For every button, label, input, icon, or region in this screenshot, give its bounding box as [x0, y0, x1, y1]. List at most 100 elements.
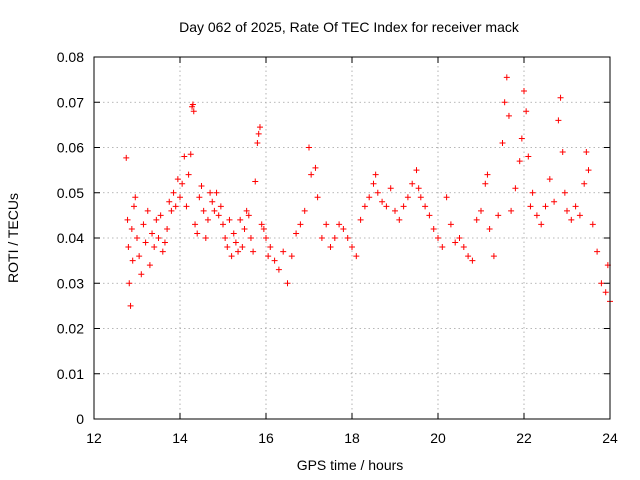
y-tick-label: 0.05: [57, 185, 84, 201]
data-point: [422, 203, 429, 210]
data-point: [555, 117, 562, 124]
data-point: [164, 225, 171, 232]
data-point: [202, 235, 209, 241]
data-point: [527, 203, 534, 210]
data-point: [245, 212, 252, 219]
data-point: [172, 203, 179, 210]
data-point: [409, 180, 416, 187]
data-point: [124, 216, 131, 223]
data-point: [237, 216, 244, 223]
data-point: [585, 167, 592, 174]
data-point: [226, 216, 233, 223]
data-point: [473, 216, 480, 223]
data-point: [129, 257, 136, 264]
data-point: [209, 198, 216, 205]
data-point: [439, 244, 446, 251]
data-point: [230, 230, 237, 237]
data-point: [155, 235, 162, 241]
data-point: [542, 203, 549, 210]
data-point: [288, 253, 295, 260]
data-point: [128, 225, 135, 232]
data-point: [452, 239, 459, 246]
data-point: [293, 230, 300, 237]
data-point: [589, 221, 596, 228]
x-axis-ticks: 12 14 16 18 20 22 24: [86, 57, 618, 446]
y-tick-label: 0.06: [57, 140, 84, 156]
x-axis-label: GPS time / hours: [297, 457, 404, 473]
data-point: [179, 180, 186, 187]
data-point: [327, 244, 334, 251]
data-point: [220, 221, 226, 228]
x-tick-label: 20: [430, 430, 446, 446]
data-point: [340, 225, 347, 232]
data-point: [564, 207, 570, 214]
data-point: [484, 171, 491, 178]
data-point: [284, 280, 291, 287]
data-point: [185, 171, 192, 178]
data-point: [149, 230, 156, 237]
data-point: [426, 212, 433, 219]
data-point: [260, 225, 267, 232]
data-point: [174, 176, 181, 183]
data-point: [602, 289, 609, 296]
data-point: [243, 207, 250, 214]
data-point: [559, 149, 566, 156]
data-point: [572, 203, 579, 210]
y-axis-ticks: 0 0.01 0.02 0.03 0.04 0.05 0.06 0.07 0.08: [57, 49, 610, 427]
grid-lines: [94, 57, 610, 419]
data-point: [413, 167, 420, 174]
y-tick-label: 0.08: [57, 49, 84, 65]
data-point: [478, 207, 484, 214]
data-point: [331, 235, 338, 241]
data-point: [190, 108, 197, 115]
data-point: [370, 180, 377, 187]
y-tick-label: 0.04: [57, 230, 84, 246]
data-point: [447, 221, 454, 228]
data-point: [533, 212, 540, 219]
data-point: [460, 244, 467, 251]
y-tick-label: 0.02: [57, 321, 84, 337]
x-tick-label: 14: [172, 430, 188, 446]
data-point: [443, 194, 450, 201]
data-point: [228, 253, 235, 260]
data-point: [505, 112, 512, 119]
data-point: [263, 235, 269, 241]
data-point: [417, 194, 424, 201]
data-point: [546, 176, 553, 183]
data-point: [349, 244, 355, 251]
data-point: [490, 253, 497, 260]
data-point: [430, 225, 437, 232]
data-point: [144, 207, 151, 214]
data-point: [275, 266, 282, 273]
data-point: [318, 235, 325, 241]
data-point: [198, 182, 205, 189]
data-point: [200, 207, 207, 214]
y-tick-label: 0.03: [57, 275, 84, 291]
data-point: [501, 99, 508, 106]
data-point: [224, 244, 231, 251]
x-tick-label: 12: [86, 430, 102, 446]
data-point: [217, 203, 224, 210]
data-point: [538, 221, 545, 228]
data-point: [594, 248, 601, 255]
data-point: [396, 216, 403, 223]
data-point: [256, 124, 263, 131]
data-point: [336, 221, 343, 228]
data-point: [557, 94, 564, 101]
data-point: [127, 302, 134, 309]
data-point: [518, 135, 525, 142]
data-point: [308, 171, 315, 178]
data-point: [192, 221, 199, 228]
data-point: [132, 194, 139, 201]
data-point: [525, 153, 532, 160]
data-point: [207, 189, 214, 196]
data-point: [187, 151, 194, 158]
data-point: [241, 225, 248, 232]
data-point: [529, 189, 536, 196]
data-point: [404, 194, 411, 201]
data-point: [267, 244, 274, 251]
y-tick-label: 0.01: [57, 366, 84, 382]
data-point: [138, 271, 145, 278]
data-point: [161, 239, 168, 246]
